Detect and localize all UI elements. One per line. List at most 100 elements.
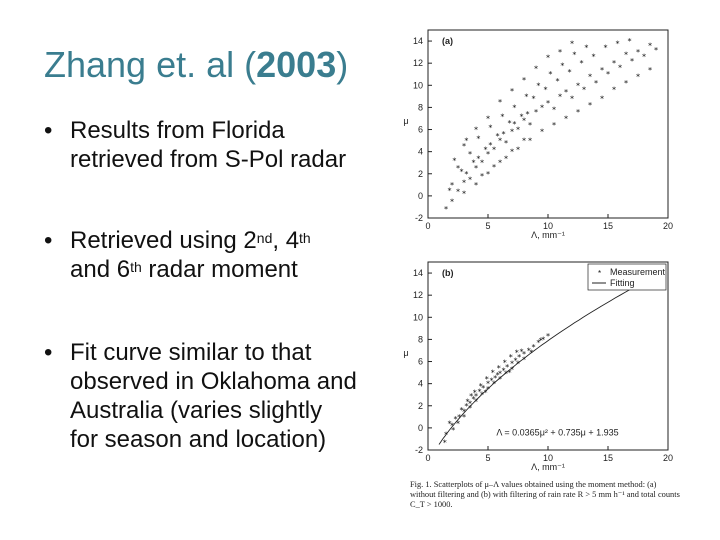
- x-axis-label: Λ, mm⁻¹: [531, 462, 565, 472]
- data-point: *: [480, 172, 485, 181]
- data-point: *: [492, 380, 497, 389]
- data-point: *: [584, 44, 589, 53]
- y-tick-label: 0: [418, 191, 423, 201]
- bullet-1-line-1: Results from Florida: [70, 117, 285, 144]
- y-tick-label: 0: [418, 423, 423, 433]
- y-tick-label: 8: [418, 102, 423, 112]
- data-point: *: [501, 130, 506, 139]
- x-tick-label: 10: [543, 453, 553, 463]
- data-point: *: [468, 404, 473, 413]
- y-tick-label: 4: [418, 379, 423, 389]
- data-point: *: [548, 70, 553, 79]
- y-tick-label: 10: [413, 80, 423, 90]
- data-point: *: [648, 41, 653, 50]
- data-point: *: [469, 392, 474, 401]
- y-tick-label: 12: [413, 290, 423, 300]
- y-tick-label: 6: [418, 357, 423, 367]
- bullet-dot: •: [44, 339, 53, 366]
- data-point: *: [486, 385, 491, 394]
- data-point: *: [474, 181, 479, 190]
- data-point: *: [612, 59, 617, 68]
- x-tick-label: 0: [425, 221, 430, 231]
- data-point: *: [541, 335, 546, 344]
- data-point: *: [495, 132, 500, 141]
- data-point: *: [531, 343, 536, 352]
- data-point: *: [447, 419, 452, 428]
- data-point: *: [514, 349, 519, 358]
- data-point: *: [516, 360, 521, 369]
- data-point: *: [476, 134, 481, 143]
- data-point: *: [567, 68, 572, 77]
- legend-measurement: Measurement: [610, 267, 666, 277]
- data-point: *: [464, 170, 469, 179]
- data-point: *: [474, 397, 479, 406]
- bullet-2-line-1: Retrieved using 2nd, 4th: [70, 227, 311, 254]
- data-point: *: [588, 72, 593, 81]
- data-point: *: [507, 119, 512, 128]
- data-point: *: [484, 375, 489, 384]
- x-tick-label: 15: [603, 453, 613, 463]
- data-point: *: [576, 108, 581, 117]
- data-point: *: [522, 355, 527, 364]
- data-point: *: [543, 86, 548, 95]
- data-point: *: [468, 400, 473, 409]
- y-tick-label: 4: [418, 147, 423, 157]
- data-point: *: [500, 112, 505, 121]
- y-axis-label: μ: [403, 348, 408, 358]
- data-point: *: [464, 402, 469, 411]
- data-point: *: [492, 163, 497, 172]
- data-point: *: [481, 384, 486, 393]
- data-point: *: [462, 179, 467, 188]
- data-point: *: [498, 370, 503, 379]
- data-point: *: [462, 142, 467, 151]
- data-point: *: [516, 126, 521, 135]
- x-tick-label: 0: [425, 453, 430, 463]
- data-point: *: [528, 121, 533, 130]
- data-point: *: [510, 87, 515, 96]
- data-point: *: [513, 356, 518, 365]
- data-point: *: [522, 76, 527, 85]
- data-point: *: [505, 363, 510, 372]
- data-point: *: [474, 126, 479, 135]
- data-point: *: [504, 370, 509, 379]
- data-point: *: [538, 337, 543, 346]
- data-point: *: [457, 413, 462, 422]
- y-tick-label: 14: [413, 36, 423, 46]
- legend-box: [587, 263, 667, 291]
- data-point: *: [606, 70, 611, 79]
- data-point: *: [480, 159, 485, 168]
- data-point: *: [486, 150, 491, 159]
- data-point: *: [522, 137, 527, 146]
- data-point: *: [495, 371, 500, 380]
- data-point: *: [603, 44, 608, 53]
- data-point: *: [525, 110, 530, 119]
- data-point: *: [576, 81, 581, 90]
- data-point: *: [508, 353, 513, 362]
- data-point: *: [517, 353, 522, 362]
- data-point: *: [498, 159, 503, 168]
- data-point: *: [492, 145, 497, 154]
- data-point: *: [579, 59, 584, 68]
- y-tick-label: 10: [413, 312, 423, 322]
- data-point: *: [459, 168, 464, 177]
- data-point: *: [452, 156, 457, 165]
- data-point: *: [450, 181, 455, 190]
- data-point: *: [564, 88, 569, 97]
- legend-fitting: Fitting: [610, 278, 635, 288]
- data-point: *: [486, 114, 491, 123]
- data-point: *: [600, 95, 605, 104]
- data-point: *: [630, 57, 635, 66]
- data-point: *: [558, 48, 563, 57]
- data-point: *: [468, 150, 473, 159]
- data-point: *: [591, 53, 596, 62]
- data-point: *: [444, 205, 449, 214]
- data-point: *: [496, 364, 501, 373]
- data-point: *: [558, 92, 563, 101]
- data-point: *: [480, 391, 485, 400]
- panel-label: (b): [442, 268, 454, 278]
- data-point: *: [512, 120, 517, 129]
- x-tick-label: 10: [543, 221, 553, 231]
- data-point: *: [504, 139, 509, 148]
